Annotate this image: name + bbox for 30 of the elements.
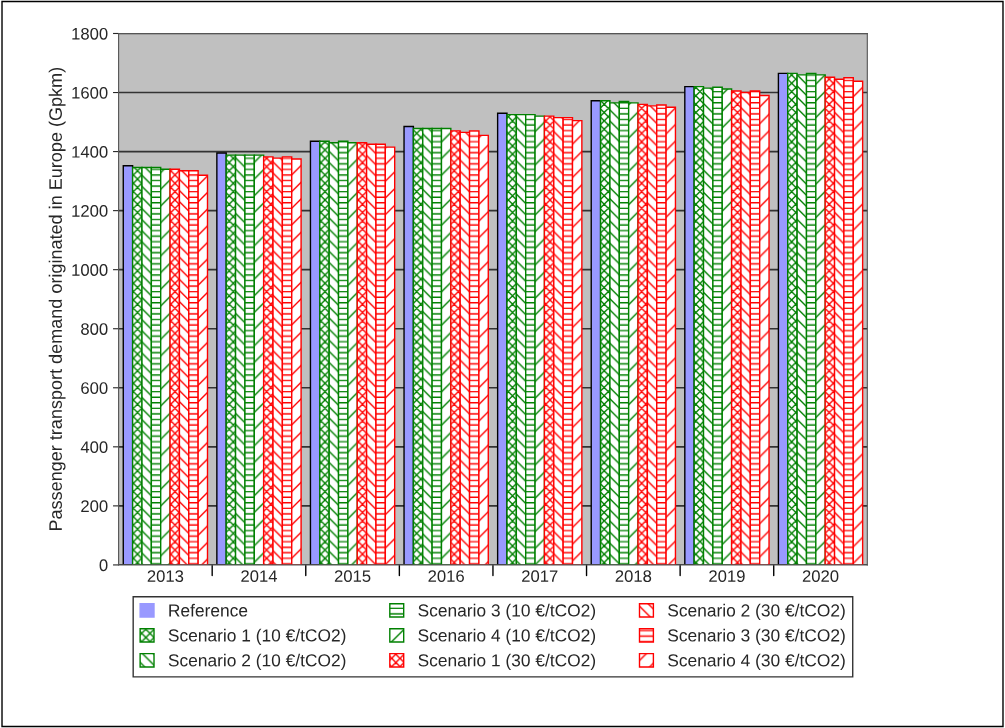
y-tick-label: 1800 (72, 27, 108, 40)
y-tick-label: 1200 (72, 205, 108, 217)
legend-label: Scenario 2 (10 €/tCO2) (168, 653, 346, 670)
legend-label: Scenario 3 (30 €/tCO2) (668, 628, 845, 645)
legend-label: Scenario 4 (10 €/tCO2) (418, 628, 596, 645)
legend-label: Scenario 1 (10 €/tCO2) (168, 628, 346, 645)
legend-label: Scenario 2 (30 €/tCO2) (668, 603, 845, 621)
legend-label: Reference (169, 603, 248, 617)
legend-label: Scenario 3 (10 €/tCO2) (418, 603, 596, 621)
y-tick-label: 0 (99, 559, 108, 572)
x-tick-label: 2014 (241, 570, 278, 583)
x-tick-label: 2015 (334, 570, 371, 583)
x-tick-label: 2016 (428, 570, 464, 583)
bar (216, 152, 227, 565)
bar (403, 125, 415, 565)
y-tick-label: 1600 (72, 86, 108, 99)
x-tick-label: 2013 (147, 570, 184, 583)
y-tick-label: 600 (81, 382, 108, 394)
legend-label: Scenario 1 (30 €/tCO2) (418, 653, 596, 670)
y-axis-title: Passenger transport demand originated in Europe (Gpkm) (48, 67, 66, 531)
x-tick-label: 2017 (522, 570, 558, 583)
legend-label: Scenario 4 (30 €/tCO2) (668, 653, 845, 670)
x-tick-label: 2019 (709, 570, 745, 583)
y-tick-label: 1400 (72, 145, 108, 158)
x-tick-label: 2020 (802, 570, 839, 583)
y-tick-label: 400 (80, 441, 108, 454)
y-tick-label: 1000 (72, 264, 108, 276)
y-tick-label: 800 (81, 323, 108, 335)
x-tick-label: 2018 (615, 570, 652, 583)
y-tick-label: 200 (81, 500, 108, 513)
